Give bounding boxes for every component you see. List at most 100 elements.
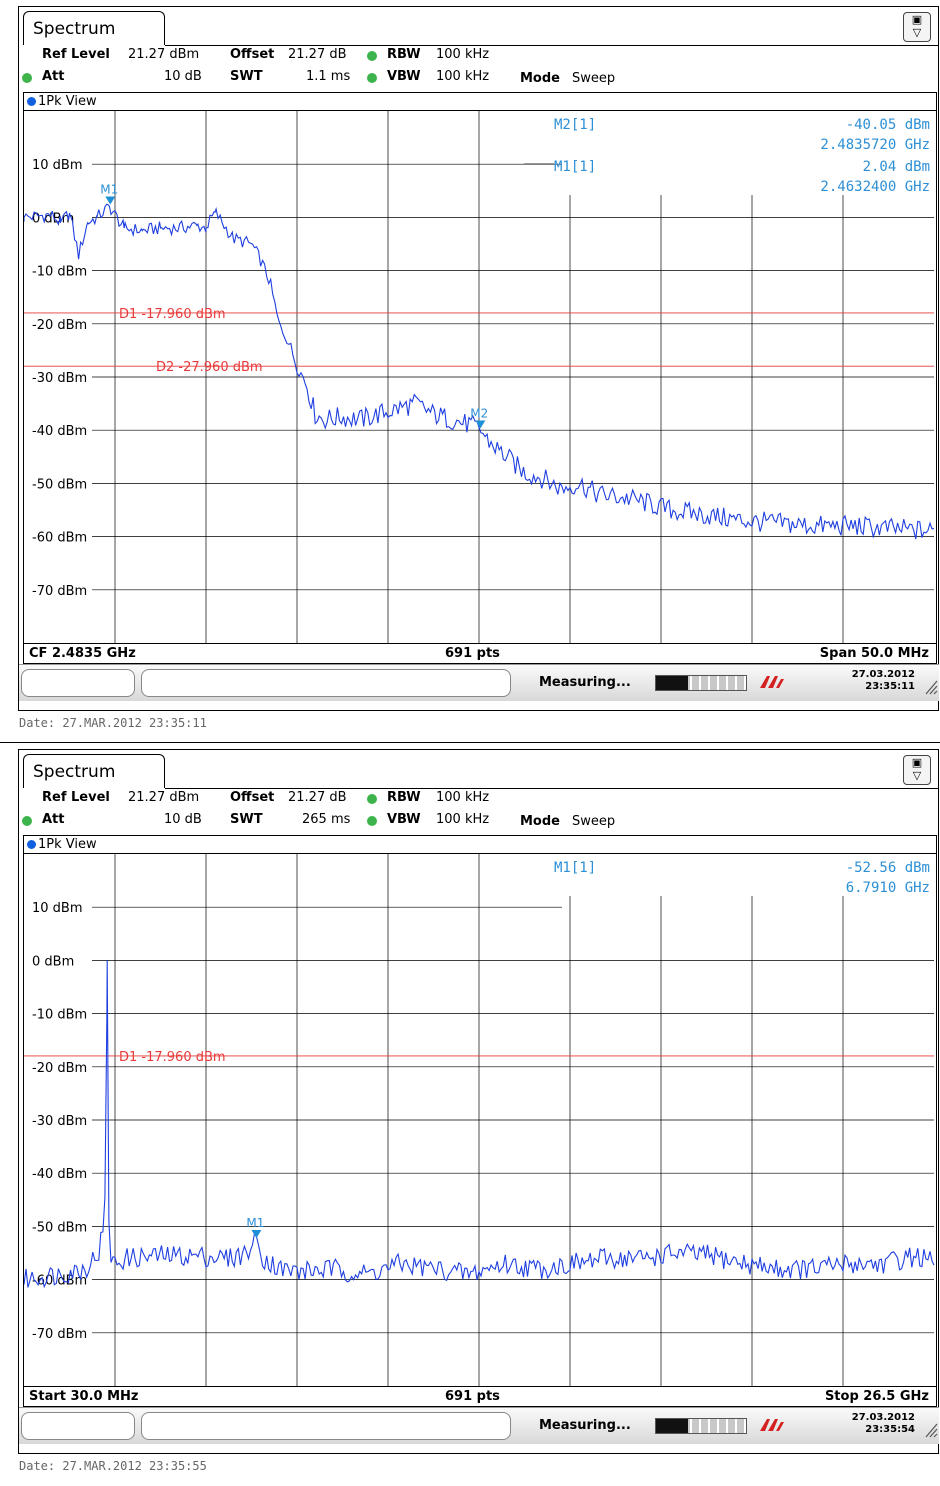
y-tick-label: 0 dBm xyxy=(32,954,74,969)
y-tick-label: -70 dBm xyxy=(32,1327,87,1342)
date-stamp: Date: 27.MAR.2012 23:35:11 xyxy=(19,716,207,730)
ref-level-value: 21.27 dBm xyxy=(128,47,200,62)
rbw-value: 100 kHz xyxy=(436,790,490,805)
marker-readout-frequency: 2.4835720 GHz xyxy=(820,137,930,153)
ref-level-label: Ref Level xyxy=(42,790,110,805)
swt-value: 1.1 ms xyxy=(306,69,351,84)
y-tick-label: -40 dBm xyxy=(32,424,87,439)
status-time: 23:35:11 xyxy=(865,681,915,692)
rbw-value: 100 kHz xyxy=(436,47,490,62)
trace-line xyxy=(24,203,935,540)
vbw-label: VBW xyxy=(387,812,421,827)
measurement-screen: 10 dBm 0 dBm -10 dBm -20 dBm -30 dBm -40 dBm -… xyxy=(23,853,937,1407)
marker-readout-label: M2[1] xyxy=(554,117,596,133)
analyzer-frame xyxy=(18,749,939,1454)
status-bar: Measuring... 27.03.2012 23:35:54 xyxy=(19,1407,939,1444)
sweep-progress-fill xyxy=(656,676,688,690)
trace-indicator-icon xyxy=(27,840,36,849)
manufacturer-logo-icon xyxy=(760,1419,784,1431)
att-coupled-indicator-icon xyxy=(22,816,32,826)
marker-readout-label: M1[1] xyxy=(554,159,596,175)
marker-label: M1 xyxy=(246,1216,264,1230)
offset-label: Offset xyxy=(230,790,275,805)
ref-level-label: Ref Level xyxy=(42,47,110,62)
trace-view-bar: 1Pk View xyxy=(23,835,937,853)
tab-spectrum[interactable]: Spectrum xyxy=(23,754,165,788)
att-value: 10 dB xyxy=(164,812,202,827)
softkey-slot-wide[interactable] xyxy=(141,669,511,697)
display-line-label: D2 -27.960 dBm xyxy=(156,360,263,375)
marker-label: M1 xyxy=(100,183,118,197)
softkey-slot-left[interactable] xyxy=(21,669,135,697)
vbw-label: VBW xyxy=(387,69,421,84)
att-coupled-indicator-icon xyxy=(22,73,32,83)
marker-readout-level: 2.04 dBm xyxy=(863,159,930,175)
y-tick-label: -20 dBm xyxy=(32,1061,87,1076)
trace-indicator-icon xyxy=(27,97,36,106)
display-line-label: D1 -17.960 dBm xyxy=(119,1050,226,1065)
offset-value: 21.27 dB xyxy=(288,47,347,62)
footer-stop-frequency: Stop 26.5 GHz xyxy=(824,1389,929,1404)
marker-readout-frequency: 2.4632400 GHz xyxy=(820,179,930,195)
marker-label: M2 xyxy=(470,406,488,420)
marker-triangle-icon xyxy=(251,1230,262,1239)
y-tick-label: -60 dBm xyxy=(32,1274,87,1289)
marker-triangle-icon xyxy=(105,196,116,205)
sweep-progress-bar xyxy=(655,1418,747,1434)
status-datetime: 27.03.2012 23:35:54 xyxy=(835,1412,915,1436)
vbw-coupled-indicator-icon xyxy=(367,73,377,83)
rbw-coupled-indicator-icon xyxy=(367,794,377,804)
tab-spectrum[interactable]: Spectrum xyxy=(23,11,165,45)
plot-footer: CF 2.4835 GHz 691 pts Span 50.0 MHz xyxy=(23,643,937,664)
y-tick-label: -20 dBm xyxy=(32,318,87,333)
plot-footer: Start 30.0 MHz 691 pts Stop 26.5 GHz xyxy=(23,1386,937,1407)
view-label: 1Pk View xyxy=(38,837,97,852)
status-date: 27.03.2012 xyxy=(851,669,915,680)
tab-underline xyxy=(165,45,938,46)
status-time: 23:35:54 xyxy=(865,1424,915,1435)
spectrum-panel-1: Spectrum ▣ ▽ Ref Level 21.27 dBm Offset 2… xyxy=(0,6,940,743)
att-value: 10 dB xyxy=(164,69,202,84)
y-tick-label: -30 dBm xyxy=(32,1114,87,1129)
tab-menu-icon[interactable]: ▣ ▽ xyxy=(903,755,931,785)
tab-menu-icon[interactable]: ▣ ▽ xyxy=(903,12,931,42)
resize-grip-icon[interactable] xyxy=(924,673,938,695)
trace-view-bar: 1Pk View xyxy=(23,92,937,110)
vbw-coupled-indicator-icon xyxy=(367,816,377,826)
status-datetime: 27.03.2012 23:35:11 xyxy=(835,669,915,693)
marker-readout-level: -52.56 dBm xyxy=(846,860,930,876)
marker-readout-frequency: 6.7910 GHz xyxy=(846,880,930,896)
resize-grip-icon[interactable] xyxy=(924,1416,938,1438)
tab-underline xyxy=(165,788,938,789)
mode-label: Mode xyxy=(520,814,560,829)
date-stamp: Date: 27.MAR.2012 23:35:55 xyxy=(19,1459,207,1473)
sweep-progress-fill xyxy=(656,1419,688,1433)
analyzer-frame xyxy=(18,6,939,711)
footer-center-frequency: CF 2.4835 GHz xyxy=(29,646,136,661)
mode-label: Mode xyxy=(520,71,560,86)
y-tick-label: -60 dBm xyxy=(32,531,87,546)
manufacturer-logo-icon xyxy=(760,676,784,688)
measuring-status: Measuring... xyxy=(539,1418,631,1433)
vbw-value: 100 kHz xyxy=(436,812,490,827)
spectrum-panel-2: Spectrum ▣ ▽ Ref Level 21.27 dBm Offset 2… xyxy=(0,743,940,1486)
y-tick-label: -10 dBm xyxy=(32,265,87,280)
y-tick-label: -30 dBm xyxy=(32,371,87,386)
status-bar: Measuring... 27.03.2012 23:35:11 xyxy=(19,664,939,701)
att-label: Att xyxy=(42,812,65,827)
offset-label: Offset xyxy=(230,47,275,62)
y-tick-label: -40 dBm xyxy=(32,1167,87,1182)
measurement-screen: 10 dBm 0 dBm -10 dBm -20 dBm -30 dBm -40 dBm -… xyxy=(23,110,937,664)
ref-level-value: 21.27 dBm xyxy=(128,790,200,805)
measuring-status: Measuring... xyxy=(539,675,631,690)
sweep-progress-bar xyxy=(655,675,747,691)
softkey-slot-left[interactable] xyxy=(21,1412,135,1440)
display-line-label: D1 -17.960 dBm xyxy=(119,307,226,322)
footer-start-frequency: Start 30.0 MHz xyxy=(29,1389,139,1404)
softkey-slot-wide[interactable] xyxy=(141,1412,511,1440)
swt-value: 265 ms xyxy=(302,812,351,827)
rbw-label: RBW xyxy=(387,790,421,805)
view-label: 1Pk View xyxy=(38,94,97,109)
